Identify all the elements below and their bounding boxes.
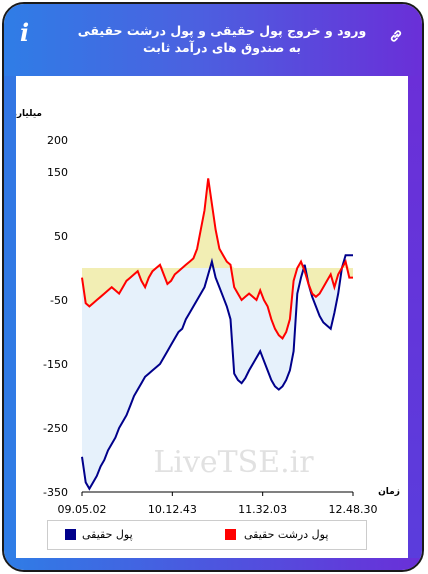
legend-swatch-real-money xyxy=(65,529,76,540)
positive-area xyxy=(82,178,353,339)
x-tick-label: 12.48.30 xyxy=(329,503,378,516)
x-tick-label: 11.32.03 xyxy=(238,503,287,516)
right-frame xyxy=(408,76,422,570)
y-tick-label: 200 xyxy=(47,134,68,147)
legend-label-real-money: پول حقیقی xyxy=(82,528,133,541)
legend-swatch-big-real-money xyxy=(225,529,236,540)
chart-plot: میلیارد تومان 200 150 50 -50 -150 -250 -350 09… xyxy=(16,109,400,516)
y-tick-label: -350 xyxy=(43,486,68,499)
x-tick-label: 09.05.02 xyxy=(58,503,107,516)
y-tick-label: -50 xyxy=(50,294,68,307)
chart-legend: پول حقیقی پول درشت حقیقی xyxy=(47,520,367,550)
info-icon[interactable]: i xyxy=(20,18,30,47)
series-line-big-real-money xyxy=(81,178,353,340)
x-axis-label: زمان xyxy=(378,487,400,497)
y-tick-label: 50 xyxy=(54,230,68,243)
watermark-text: LiveTSE.ir xyxy=(153,445,314,480)
y-axis-label: میلیارد تومان xyxy=(16,109,42,119)
left-frame xyxy=(4,76,16,570)
chart-card: i ورود و خروج پول حقیقی و پول درشت حقیقی… xyxy=(2,2,424,572)
chart-header: i ورود و خروج پول حقیقی و پول درشت حقیقی… xyxy=(4,4,422,76)
y-tick-label: -250 xyxy=(43,422,68,435)
chart-title: ورود و خروج پول حقیقی و پول درشت حقیقی ب… xyxy=(77,23,367,55)
link-icon[interactable] xyxy=(388,28,404,44)
bottom-frame xyxy=(4,558,422,570)
x-tick-label: 10.12.43 xyxy=(148,503,197,516)
y-tick-label: -150 xyxy=(43,358,68,371)
legend-label-big-real-money: پول درشت حقیقی xyxy=(244,528,329,541)
y-tick-label: 150 xyxy=(47,166,68,179)
